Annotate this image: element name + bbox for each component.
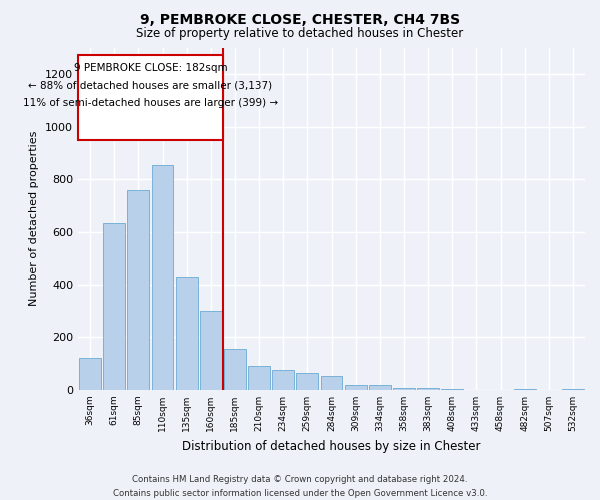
Bar [224, 349, 246, 390]
Bar [296, 373, 318, 390]
Bar [103, 222, 125, 390]
Text: 11% of semi-detached houses are larger (399) →: 11% of semi-detached houses are larger (… [23, 98, 278, 108]
Bar [200, 311, 221, 390]
Text: Contains HM Land Registry data © Crown copyright and database right 2024.: Contains HM Land Registry data © Crown c… [132, 475, 468, 484]
Bar [320, 376, 343, 390]
Y-axis label: Number of detached properties: Number of detached properties [29, 131, 40, 306]
Bar [127, 190, 149, 390]
Text: ← 88% of detached houses are smaller (3,137): ← 88% of detached houses are smaller (3,… [28, 80, 272, 90]
Bar [369, 384, 391, 390]
X-axis label: Distribution of detached houses by size in Chester: Distribution of detached houses by size … [182, 440, 481, 452]
Text: Contains public sector information licensed under the Open Government Licence v3: Contains public sector information licen… [113, 489, 487, 498]
Text: Size of property relative to detached houses in Chester: Size of property relative to detached ho… [136, 28, 464, 40]
Bar [152, 164, 173, 390]
Bar [514, 388, 536, 390]
FancyBboxPatch shape [78, 56, 223, 140]
Bar [345, 384, 367, 390]
Bar [272, 370, 294, 390]
Bar [176, 276, 197, 390]
Bar [442, 388, 463, 390]
Bar [562, 388, 584, 390]
Text: 9, PEMBROKE CLOSE, CHESTER, CH4 7BS: 9, PEMBROKE CLOSE, CHESTER, CH4 7BS [140, 12, 460, 26]
Bar [417, 388, 439, 390]
Bar [248, 366, 270, 390]
Bar [79, 358, 101, 390]
Bar [393, 388, 415, 390]
Text: 9 PEMBROKE CLOSE: 182sqm: 9 PEMBROKE CLOSE: 182sqm [74, 64, 227, 74]
